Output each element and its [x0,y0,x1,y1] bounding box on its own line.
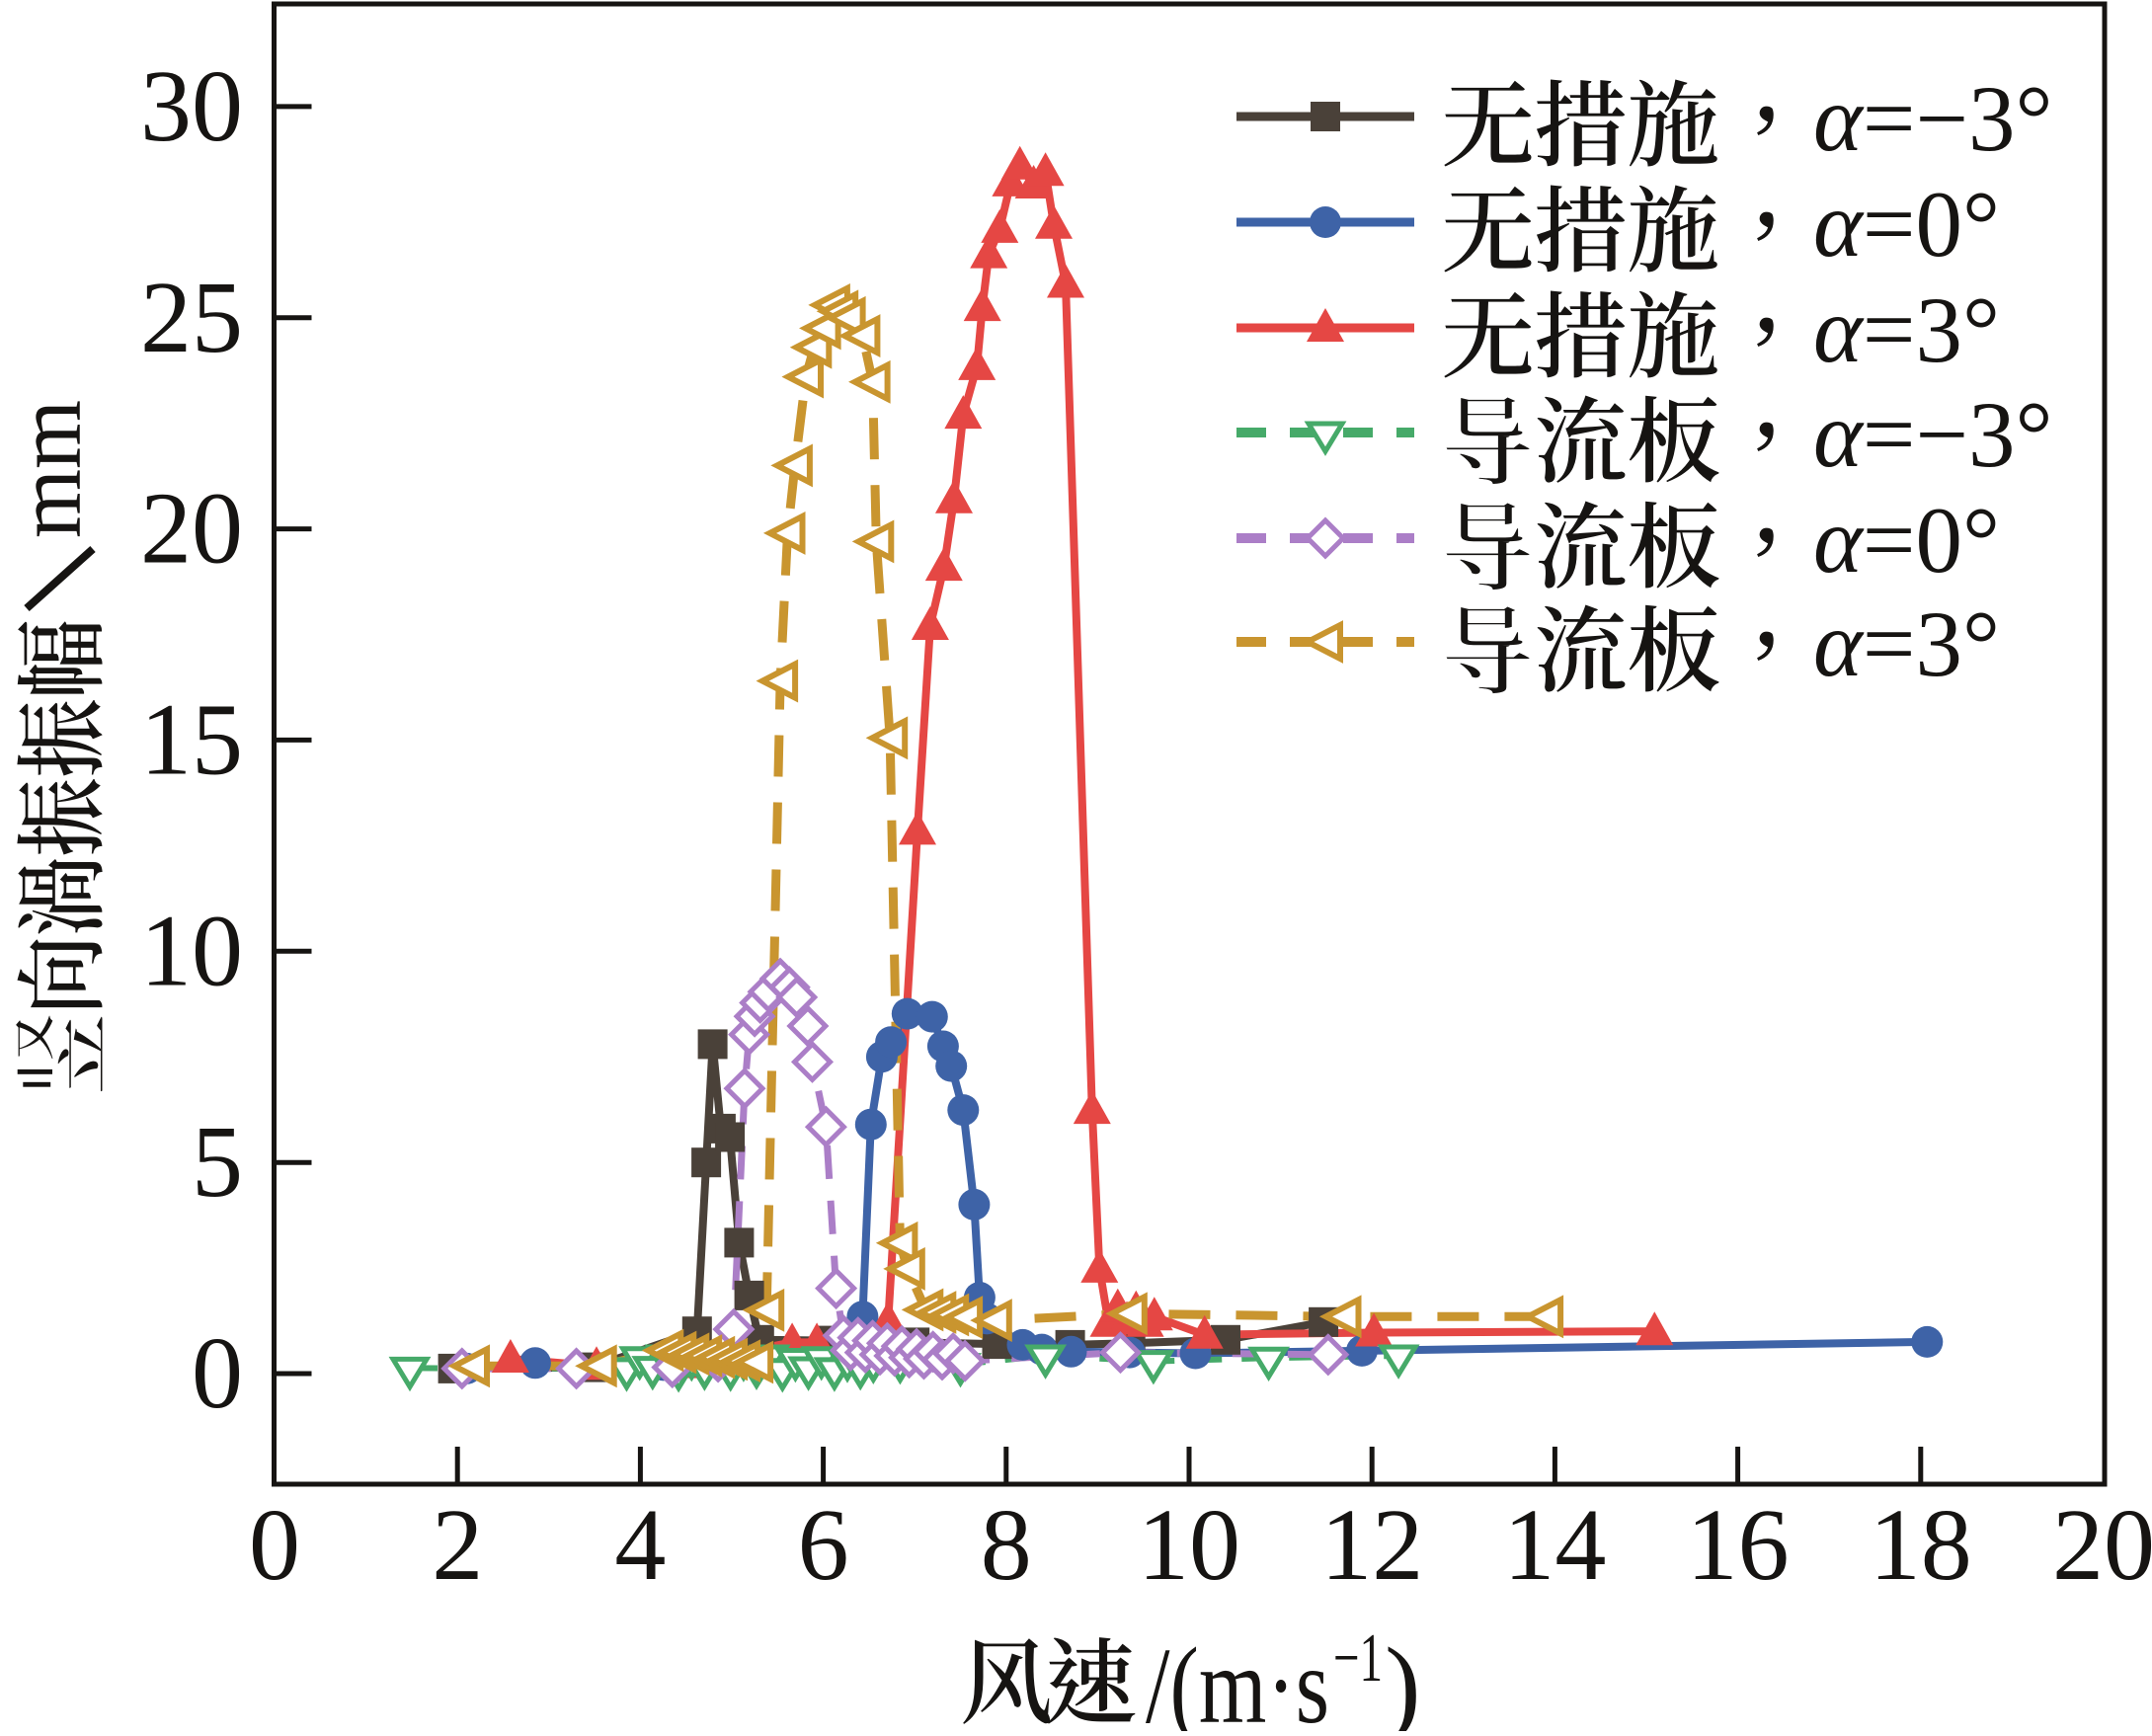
svg-text:α=3°: α=3° [1813,277,2000,382]
svg-text:): ) [1385,1625,1421,1731]
svg-text:6: 6 [798,1488,849,1602]
svg-text:α=0°: α=0° [1813,172,2000,276]
svg-text:30: 30 [140,49,243,163]
svg-text:10: 10 [1138,1488,1240,1602]
svg-text:2: 2 [432,1488,483,1602]
svg-text:0: 0 [249,1488,300,1602]
svg-text:16: 16 [1687,1488,1790,1602]
svg-text:20: 20 [140,472,243,586]
svg-text:25: 25 [140,261,243,374]
svg-text:α=3°: α=3° [1813,592,2000,696]
svg-text:20: 20 [2052,1488,2152,1602]
svg-text:8: 8 [981,1488,1032,1602]
svg-text:4: 4 [614,1488,666,1602]
svg-text:−1: −1 [1333,1620,1383,1697]
svg-text:10: 10 [140,894,243,1007]
svg-text:mm: mm [0,400,101,538]
svg-text:α=0°: α=0° [1813,488,2000,592]
svg-text:14: 14 [1503,1488,1606,1602]
svg-text:18: 18 [1870,1488,1972,1602]
svg-text:5: 5 [192,1105,243,1219]
svg-text:15: 15 [140,682,243,796]
svg-text:0: 0 [192,1316,243,1430]
svg-text:α=−3°: α=−3° [1813,66,2053,171]
svg-text:α=−3°: α=−3° [1813,382,2053,487]
svg-text:12: 12 [1320,1488,1423,1602]
svg-text:/(m·s: /(m·s [1146,1625,1329,1731]
